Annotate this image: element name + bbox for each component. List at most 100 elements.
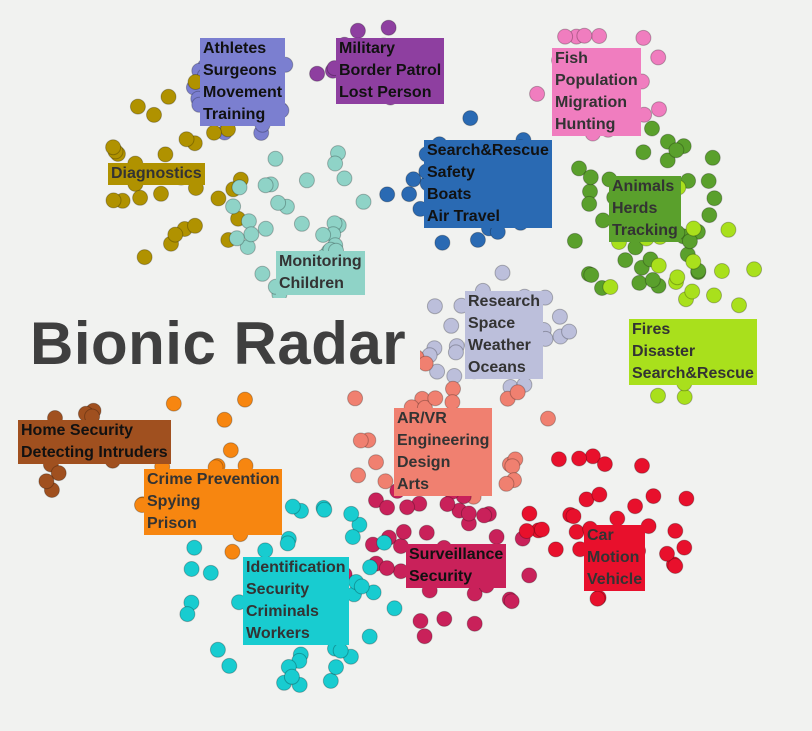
dot-fish bbox=[557, 28, 574, 45]
dot-surveillance bbox=[418, 524, 435, 541]
dot-fires bbox=[731, 297, 747, 314]
dot-home bbox=[50, 465, 67, 482]
label-line: Fish bbox=[555, 50, 588, 67]
dot-monitoring bbox=[298, 172, 315, 189]
dot-identification bbox=[283, 668, 300, 685]
dot-car bbox=[568, 523, 585, 540]
dot-animals bbox=[701, 207, 718, 224]
label-search: Search&Rescue Safety Boats Air Travel bbox=[424, 140, 552, 228]
dot-arvr bbox=[445, 380, 461, 397]
dot-arvr bbox=[427, 390, 444, 407]
dot-fish bbox=[591, 28, 608, 44]
dot-fires bbox=[676, 389, 693, 405]
dot-arvr bbox=[504, 458, 521, 475]
dot-surveillance bbox=[416, 628, 433, 645]
dot-search bbox=[434, 234, 451, 251]
dot-diagnostics bbox=[210, 190, 227, 207]
dot-car bbox=[518, 523, 535, 539]
label-line: Athletes bbox=[203, 40, 267, 57]
dot-research bbox=[494, 264, 511, 281]
label-line: Surveillance bbox=[409, 546, 504, 563]
dot-animals bbox=[617, 252, 634, 269]
dot-car bbox=[521, 505, 538, 522]
dot-identification bbox=[179, 606, 196, 623]
label-line: Home Security bbox=[21, 422, 134, 439]
dot-car bbox=[533, 521, 550, 538]
label-line: Crime Prevention bbox=[147, 471, 280, 488]
label-line: Arts bbox=[397, 476, 430, 493]
dot-monitoring bbox=[267, 150, 284, 167]
label-line: Security bbox=[246, 581, 310, 598]
dot-surveillance bbox=[379, 499, 396, 516]
dot-animals bbox=[644, 120, 660, 137]
dot-arvr bbox=[352, 432, 369, 449]
label-line: Movement bbox=[203, 84, 283, 101]
dot-monitoring bbox=[254, 265, 271, 282]
dot-research bbox=[426, 298, 443, 315]
dot-fires bbox=[685, 253, 702, 270]
dot-military bbox=[380, 19, 397, 36]
dot-surveillance bbox=[503, 593, 520, 610]
page-title: Bionic Radar bbox=[30, 310, 407, 377]
label-line: Herds bbox=[612, 200, 658, 217]
dot-arvr bbox=[347, 390, 364, 407]
label-line: Military bbox=[339, 40, 396, 57]
dot-diagnostics bbox=[160, 88, 177, 105]
label-fires: Fires Disaster Search&Rescue bbox=[629, 319, 757, 385]
label-line: Boats bbox=[427, 186, 472, 203]
dot-animals bbox=[582, 169, 599, 186]
dot-diagnostics bbox=[105, 139, 122, 156]
label-line: Security bbox=[409, 568, 473, 585]
label-line: Criminals bbox=[246, 603, 319, 620]
dot-animals bbox=[659, 152, 676, 169]
dot-monitoring bbox=[240, 213, 257, 230]
label-line: Search&Rescue bbox=[427, 142, 549, 159]
dot-identification bbox=[351, 516, 368, 533]
dot-fish bbox=[576, 27, 593, 44]
label-line: Identification bbox=[246, 559, 346, 576]
dot-diagnostics bbox=[136, 249, 153, 266]
dot-monitoring bbox=[228, 230, 245, 247]
dot-car bbox=[659, 545, 675, 562]
dot-animals bbox=[644, 272, 661, 288]
dot-monitoring bbox=[257, 220, 274, 237]
dot-fish bbox=[651, 101, 667, 118]
dot-fires bbox=[669, 269, 686, 286]
dot-arvr bbox=[509, 384, 526, 401]
label-line: Oceans bbox=[468, 359, 526, 376]
dot-animals bbox=[571, 160, 587, 177]
dot-fish bbox=[635, 29, 652, 46]
dot-monitoring bbox=[336, 170, 353, 187]
dot-identification bbox=[344, 529, 361, 545]
label-line: Migration bbox=[555, 94, 627, 111]
dot-arvr bbox=[377, 473, 394, 490]
dot-car bbox=[609, 510, 626, 527]
dot-car bbox=[667, 558, 684, 574]
dot-arvr bbox=[417, 355, 434, 372]
dot-car bbox=[634, 457, 650, 474]
title-backdrop bbox=[20, 298, 420, 390]
dot-surveillance bbox=[436, 610, 453, 627]
dot-identification bbox=[209, 641, 226, 658]
dot-monitoring bbox=[315, 226, 332, 243]
dot-identification bbox=[284, 498, 301, 515]
label-line: Spying bbox=[147, 493, 201, 510]
dot-military bbox=[309, 65, 326, 82]
label-line: Prison bbox=[147, 515, 197, 532]
label-line: Research bbox=[468, 293, 541, 310]
label-line: Air Travel bbox=[427, 208, 500, 225]
dot-identification bbox=[316, 501, 333, 518]
label-line: Vehicle bbox=[587, 571, 643, 588]
dot-fires bbox=[720, 221, 737, 238]
dot-surveillance bbox=[368, 492, 384, 509]
dot-car bbox=[565, 508, 582, 525]
dot-identification bbox=[183, 561, 200, 577]
dot-identification bbox=[376, 534, 393, 551]
label-monitoring: Monitoring Children bbox=[276, 251, 365, 295]
label-line: Car bbox=[587, 527, 614, 544]
label-line: Animals bbox=[612, 178, 675, 195]
dot-identification bbox=[386, 600, 403, 617]
dot-research bbox=[551, 308, 568, 325]
dot-monitoring bbox=[257, 177, 274, 194]
